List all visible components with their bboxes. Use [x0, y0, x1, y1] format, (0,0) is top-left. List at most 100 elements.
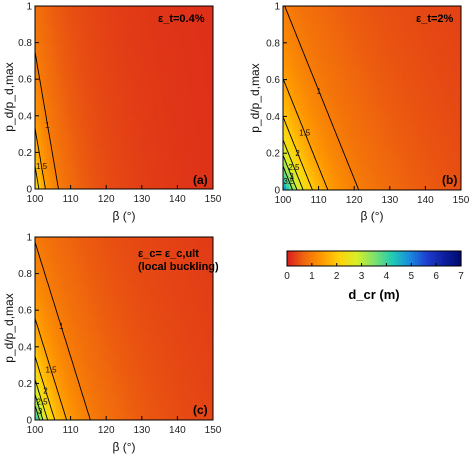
panel-a-cell	[138, 86, 143, 91]
panel-b-cell	[395, 13, 400, 18]
panel-b-cell	[383, 182, 388, 187]
panel-a-cell	[115, 68, 119, 73]
panel-a-cell	[150, 104, 155, 110]
panel-a-cell	[79, 35, 84, 40]
panel-a-cell	[177, 119, 181, 124]
panel-b-cell	[294, 46, 299, 51]
panel-a-cell	[91, 57, 95, 62]
panel-b-cell	[348, 24, 352, 29]
panel-a-cell	[204, 101, 208, 106]
panel-a-cell	[174, 6, 178, 11]
panel-a-cell	[52, 104, 57, 110]
panel-b-cell	[306, 112, 311, 117]
panel-a-cell	[198, 27, 202, 33]
panel-a-cell	[168, 20, 173, 25]
panel-a-cell	[61, 115, 66, 121]
panel-b-cell	[327, 57, 332, 62]
panel-b-cell	[309, 145, 314, 151]
panel-a-cell	[192, 101, 196, 106]
panel-a-cell	[210, 49, 213, 55]
panel-a-cell	[195, 53, 199, 58]
panel-a-cell	[73, 137, 78, 143]
panel-a-cell	[132, 86, 137, 91]
panel-b-cell	[285, 50, 290, 55]
panel-a-cell	[52, 130, 57, 135]
panel-b-cell	[395, 68, 400, 73]
panel-b-cell	[327, 24, 332, 29]
panel-b-cell	[330, 112, 335, 117]
panel-a-cell	[91, 42, 95, 47]
panel-a-cell	[46, 174, 51, 179]
panel-b-cell	[327, 149, 332, 154]
panel-a-cell	[67, 101, 72, 106]
panel-a-cell	[124, 148, 128, 153]
panel-a-cell	[61, 108, 66, 113]
panel-b-cell	[283, 6, 287, 11]
panel-a-cell	[156, 115, 161, 121]
panel-a-cell	[61, 148, 66, 153]
panel-a-cell	[147, 148, 152, 153]
panel-a-cell	[121, 42, 125, 47]
panel-a-cell	[192, 60, 196, 66]
panel-b-cell	[300, 120, 305, 125]
panel-b-cell	[386, 79, 391, 84]
panel-a-cell	[186, 13, 190, 18]
panel-a-cell	[150, 112, 155, 117]
panel-a-cell	[67, 79, 72, 84]
panel-a-cell	[109, 101, 113, 106]
panel-a-cell	[88, 64, 92, 69]
panel-b-cell	[327, 131, 332, 136]
panel-a-cell	[76, 24, 81, 29]
panel-a-cell	[82, 148, 87, 153]
panel-b-cell	[318, 17, 323, 22]
panel-a-cell	[138, 163, 143, 168]
panel-a-cell	[132, 53, 137, 58]
panel-b-cell	[315, 86, 320, 92]
panel-b-cell	[318, 20, 323, 25]
panel-a-cell	[88, 9, 92, 14]
panel-a-cell	[100, 101, 104, 106]
panel-a-cell	[180, 104, 184, 110]
panel-b-cell	[342, 6, 346, 11]
panel-b-cell	[345, 9, 349, 14]
panel-a-cell	[118, 137, 122, 143]
panel-a-cell	[198, 145, 202, 150]
panel-b-cell	[383, 149, 388, 154]
panel-a-cell	[192, 167, 196, 172]
panel-a-cell	[135, 79, 140, 84]
panel-b-cell	[369, 20, 373, 25]
panel-a-cell	[88, 97, 92, 102]
panel-a-cell	[156, 49, 161, 55]
panel-b-cell	[342, 20, 346, 25]
panel-b-cell	[294, 57, 299, 62]
panel-b-cell	[357, 175, 361, 180]
panel-a-cell	[100, 79, 104, 84]
panel-b-cell	[330, 68, 335, 73]
panel-a-cell	[201, 108, 205, 113]
panel-b-cell	[395, 75, 400, 81]
panel-a-cell	[64, 9, 69, 14]
panel-b-cell	[294, 53, 299, 59]
panel-a-cell	[64, 152, 69, 157]
panel-b-cell	[315, 186, 320, 190]
panel-b-cell	[312, 9, 317, 14]
panel-a-cell	[171, 68, 176, 73]
panel-a-cell	[174, 9, 178, 14]
panel-a-cell	[153, 141, 158, 146]
panel-a-cell	[183, 112, 187, 117]
panel-b-cell	[303, 31, 308, 37]
panel-a-cell	[183, 167, 187, 172]
panel-a-contour-line	[35, 125, 46, 189]
panel-a-cell	[183, 71, 187, 77]
panel-a-cell	[79, 27, 84, 33]
panel-a-cell	[189, 159, 193, 164]
panel-a-cell	[189, 167, 193, 172]
panel-b-cell	[383, 109, 388, 114]
panel-b-cell	[291, 112, 296, 117]
panel-b-cell	[315, 160, 320, 165]
panel-b-cell	[306, 39, 311, 44]
panel-b-cell	[360, 42, 364, 48]
panel-a-cell	[61, 145, 66, 150]
panel-a-cell	[198, 24, 202, 29]
panel-a-cell	[126, 185, 131, 189]
